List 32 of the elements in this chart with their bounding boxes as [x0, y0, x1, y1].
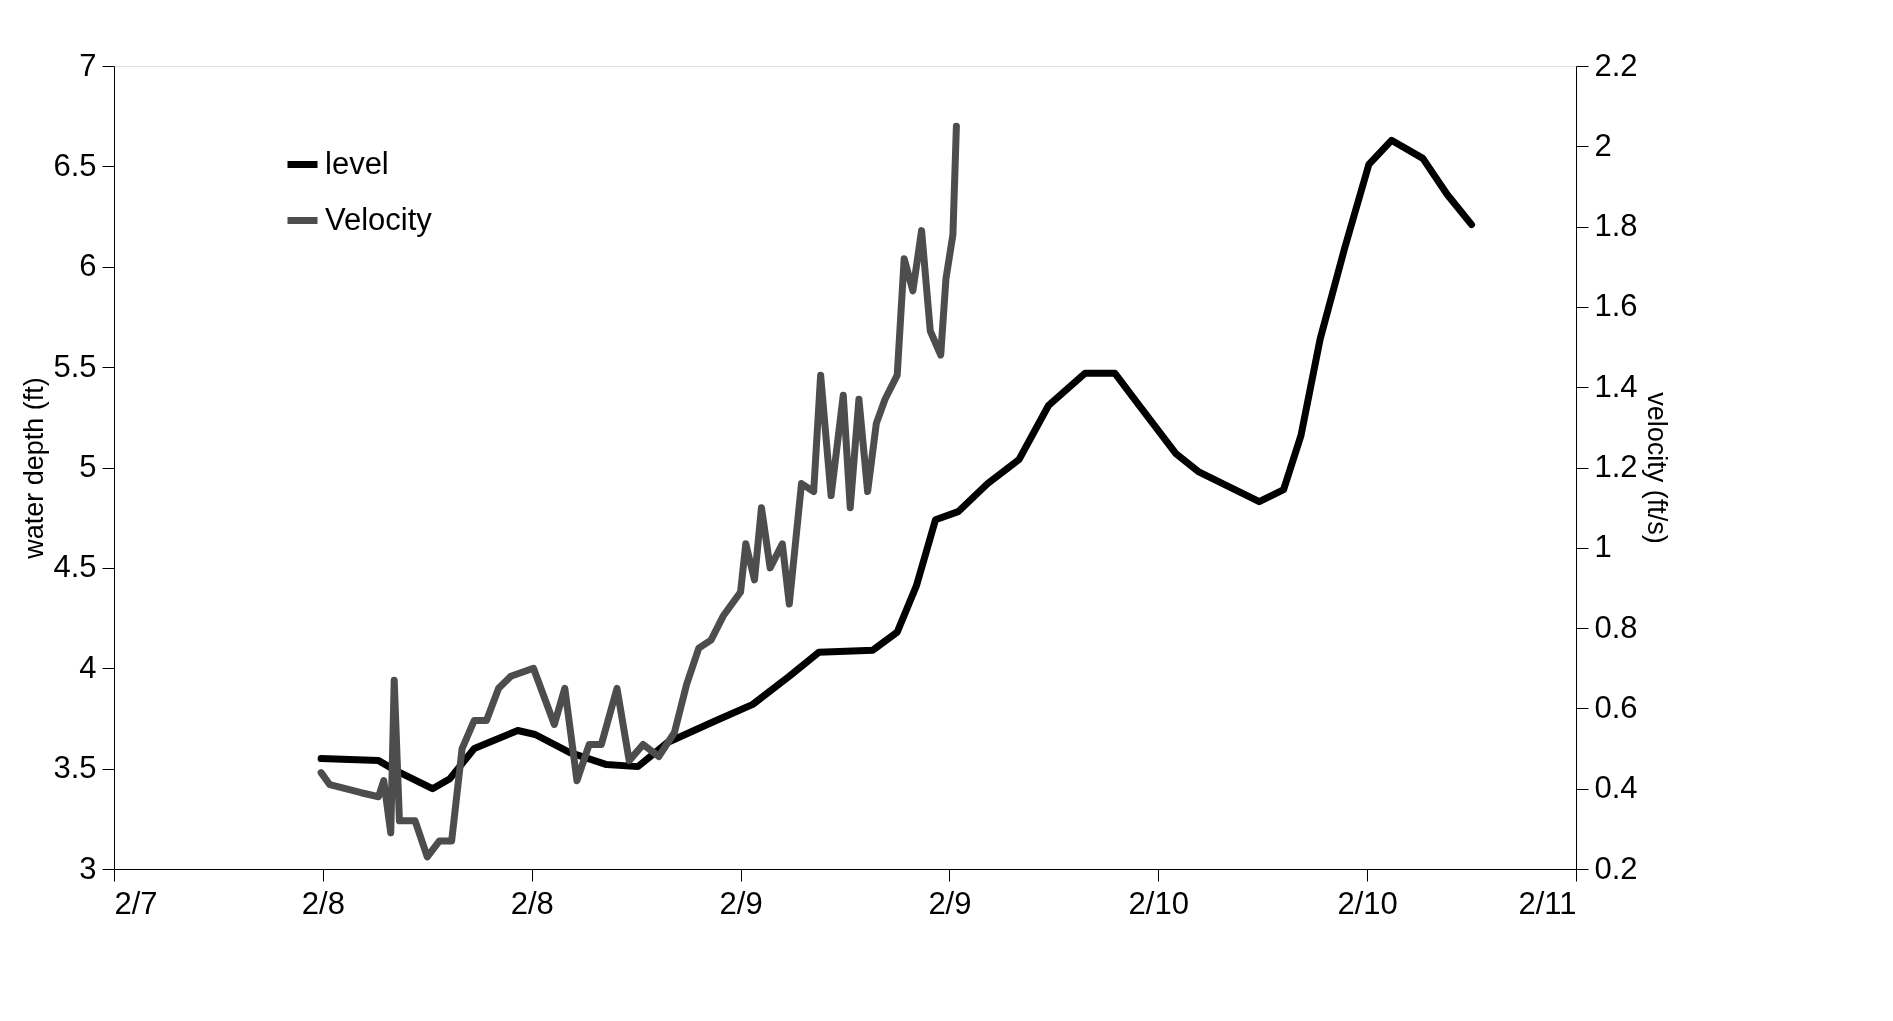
- x-tick-label: 2/10: [1337, 885, 1398, 921]
- x-tick-label: 2/9: [719, 885, 763, 921]
- y2-tick-label: 1.4: [1594, 368, 1638, 404]
- x-tick-label: 2/11: [1518, 885, 1577, 921]
- y-tick-label: 7: [79, 47, 97, 83]
- x-tick-label: 2/8: [510, 885, 554, 921]
- y-tick-label: 3: [79, 850, 97, 886]
- y-tick-label: 4.5: [53, 549, 97, 585]
- y-tick-label: 6.5: [53, 147, 97, 183]
- y-tick-label: 3.5: [53, 750, 97, 786]
- y2-axis-title: velocity (ft/s): [1641, 392, 1672, 544]
- legend-label: level: [325, 145, 389, 181]
- y-tick-label: 6: [79, 248, 97, 284]
- y2-tick-label: 1.2: [1594, 449, 1638, 484]
- y-axis-title: water depth (ft): [19, 377, 50, 560]
- y2-tick-label: 1.8: [1594, 208, 1638, 244]
- y-tick-label: 5: [79, 449, 97, 484]
- y2-tick-label: 0.2: [1594, 850, 1638, 886]
- y2-tick-label: 0.6: [1594, 689, 1638, 725]
- y-tick-label: 4: [79, 649, 97, 685]
- x-tick-label: 2/8: [301, 885, 345, 921]
- y2-tick-label: 0.8: [1594, 609, 1638, 645]
- x-tick-label: 2/10: [1128, 885, 1189, 921]
- y-tick-label: 5.5: [53, 348, 97, 384]
- y2-tick-label: 0.4: [1594, 770, 1638, 806]
- y2-tick-label: 2.2: [1594, 47, 1638, 83]
- x-tick-label: 2/9: [928, 885, 972, 921]
- y2-tick-label: 1: [1594, 529, 1612, 565]
- y2-tick-label: 1.6: [1594, 288, 1638, 324]
- y2-tick-label: 2: [1594, 127, 1612, 163]
- x-tick-label: 2/7: [114, 885, 158, 921]
- legend-label: Velocity: [325, 201, 433, 237]
